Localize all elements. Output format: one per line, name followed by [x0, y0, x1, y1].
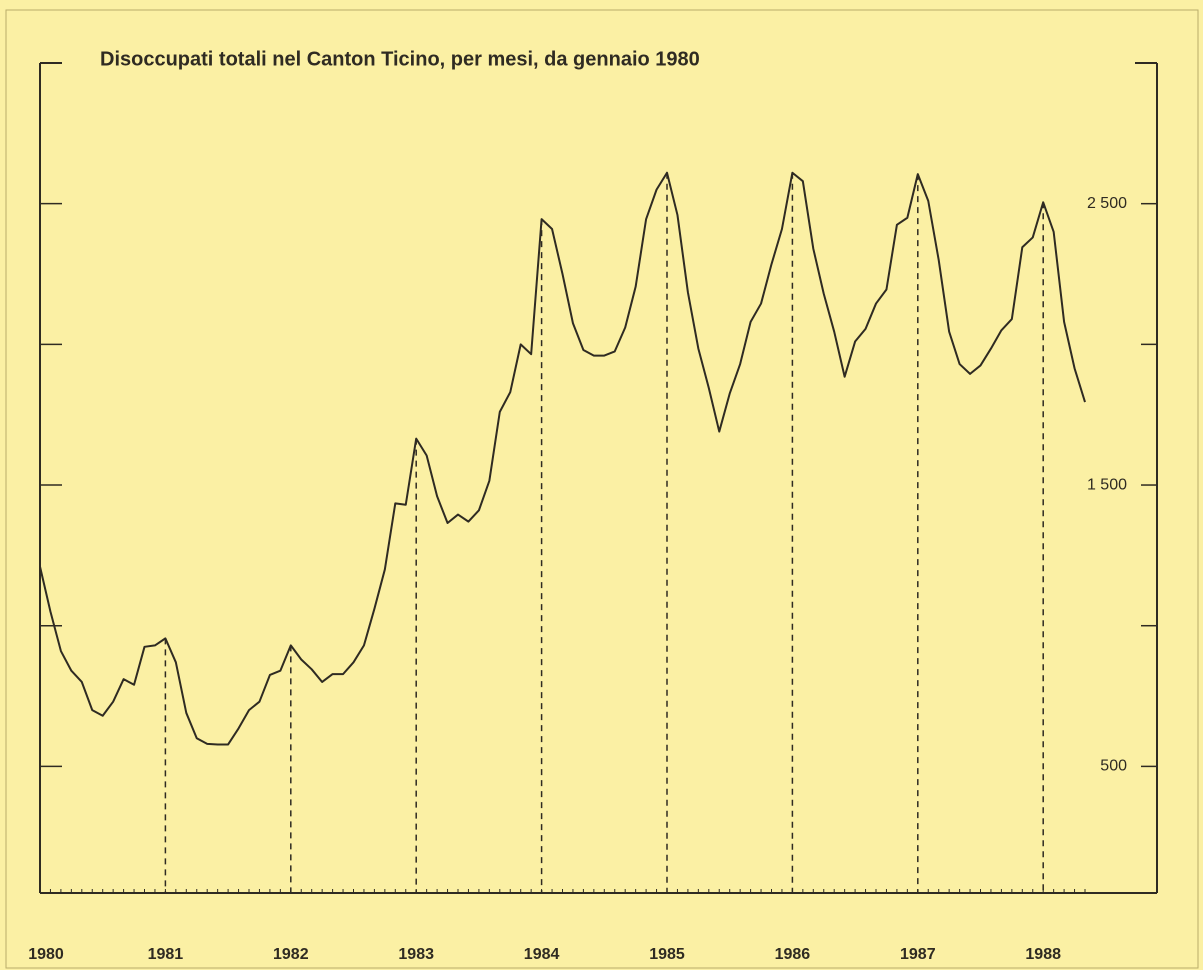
- x-tick-label: 1988: [1025, 946, 1061, 963]
- x-tick-label: 1985: [649, 946, 685, 963]
- chart-title: Disoccupati totali nel Canton Ticino, pe…: [100, 48, 700, 70]
- x-tick-label: 1986: [775, 946, 811, 963]
- series-line: [39, 171, 1086, 746]
- x-tick-label: 1980: [28, 946, 64, 963]
- y-tick-label: 1 500: [1087, 476, 1127, 493]
- x-tick-label: 1984: [524, 946, 560, 963]
- y-tick-label: 2 500: [1087, 195, 1127, 212]
- x-tick-label: 1981: [148, 946, 184, 963]
- x-tick-label: 1987: [900, 946, 936, 963]
- x-tick-label: 1983: [398, 946, 434, 963]
- x-tick-label: 1982: [273, 946, 309, 963]
- frame: [5, 9, 1199, 969]
- y-tick-label: 500: [1100, 758, 1127, 775]
